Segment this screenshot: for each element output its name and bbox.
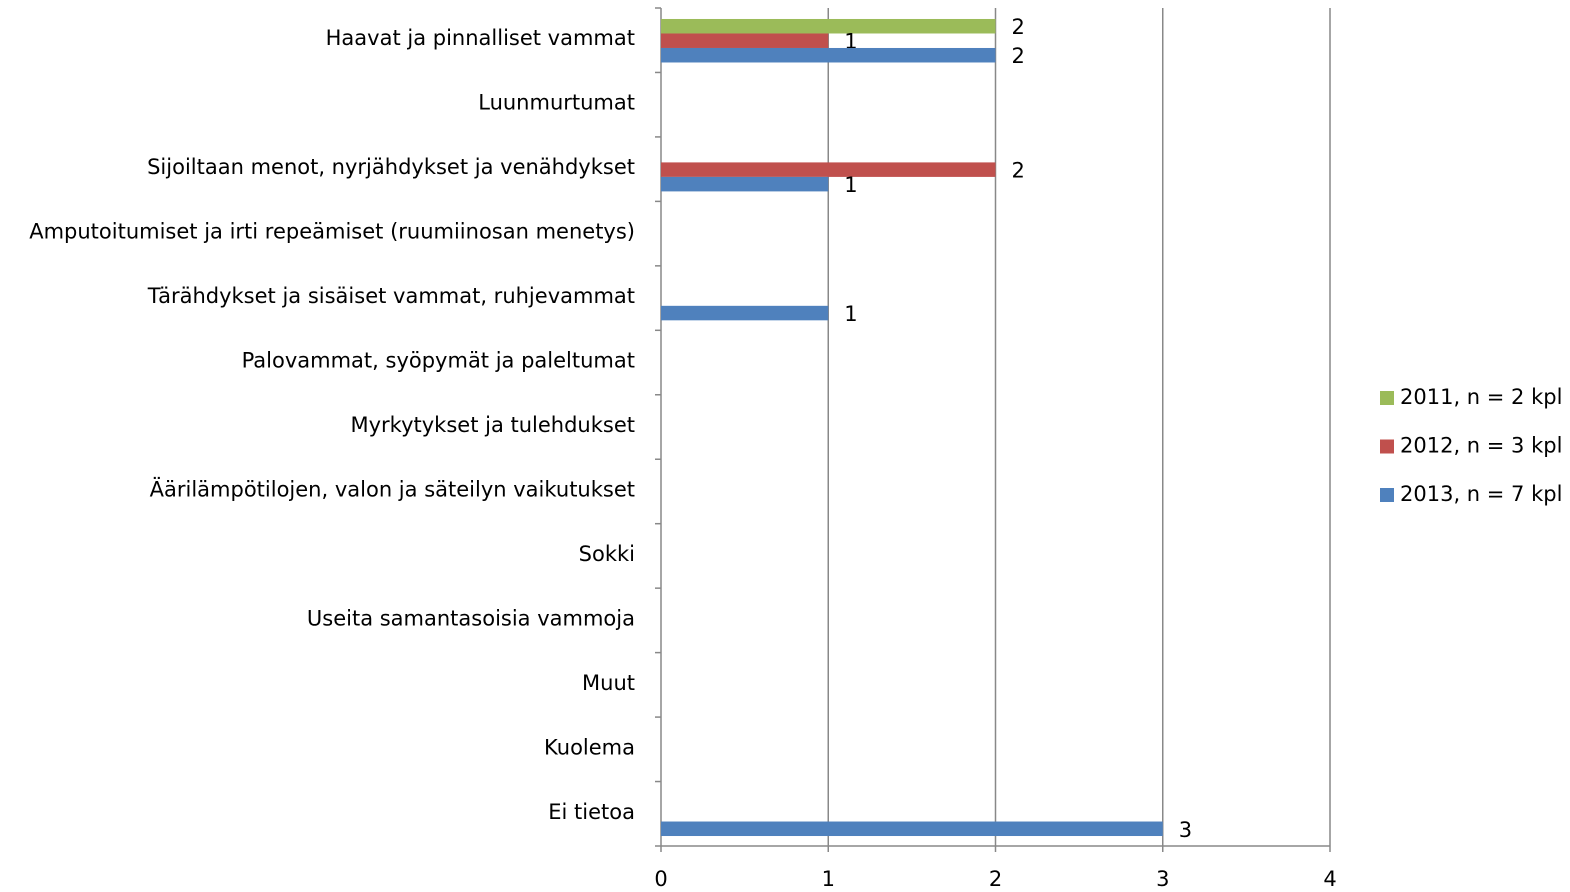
x-tick-label: 0 (654, 867, 667, 891)
y-tick-label: Luunmurtumat (478, 91, 635, 115)
bar (661, 33, 829, 48)
y-tick-label: Useita samantasoisia vammoja (307, 606, 635, 630)
data-label: 1 (844, 302, 857, 326)
legend-swatch (1380, 391, 1394, 405)
y-tick-label: Palovammat, syöpymät ja paleltumat (242, 349, 635, 373)
y-tick-label: Tärähdykset ja sisäiset vammat, ruhjevam… (147, 284, 635, 308)
bar (661, 47, 996, 63)
legend-swatch (1380, 439, 1394, 454)
y-tick-label: Myrkytykset ja tulehdukset (351, 413, 636, 437)
bar (661, 162, 996, 177)
legend-label: 2011, n = 2 kpl (1400, 385, 1562, 409)
x-tick-label: 2 (989, 867, 1002, 891)
y-tick-label: Haavat ja pinnalliset vammat (326, 26, 635, 50)
bar (661, 821, 1163, 837)
y-tick-label: Sijoiltaan menot, nyrjähdykset ja venähd… (147, 155, 635, 179)
x-tick-label: 3 (1156, 867, 1169, 891)
data-label: 2 (1012, 15, 1025, 39)
x-tick-label: 4 (1323, 867, 1336, 891)
y-tick-label: Sokki (579, 542, 635, 566)
y-tick-label: Ei tietoa (548, 800, 635, 824)
bar (661, 18, 996, 34)
legend-label: 2012, n = 3 kpl (1400, 434, 1562, 458)
bar (661, 305, 829, 321)
y-tick-label: Äärilämpötilojen, valon ja säteilyn vaik… (150, 476, 635, 501)
bar (661, 176, 829, 192)
y-tick-label: Amputoitumiset ja irti repeämiset (ruumi… (29, 220, 635, 244)
data-label: 2 (1012, 44, 1025, 68)
data-label: 1 (844, 30, 857, 54)
legend-label: 2013, n = 7 kpl (1400, 482, 1562, 506)
y-tick-label: Kuolema (544, 735, 635, 759)
data-label: 3 (1179, 818, 1192, 842)
legend-swatch (1380, 488, 1394, 502)
data-label: 1 (844, 173, 857, 197)
x-tick-label: 1 (822, 867, 835, 891)
data-label: 2 (1012, 159, 1025, 183)
y-tick-label: Muut (582, 671, 635, 695)
